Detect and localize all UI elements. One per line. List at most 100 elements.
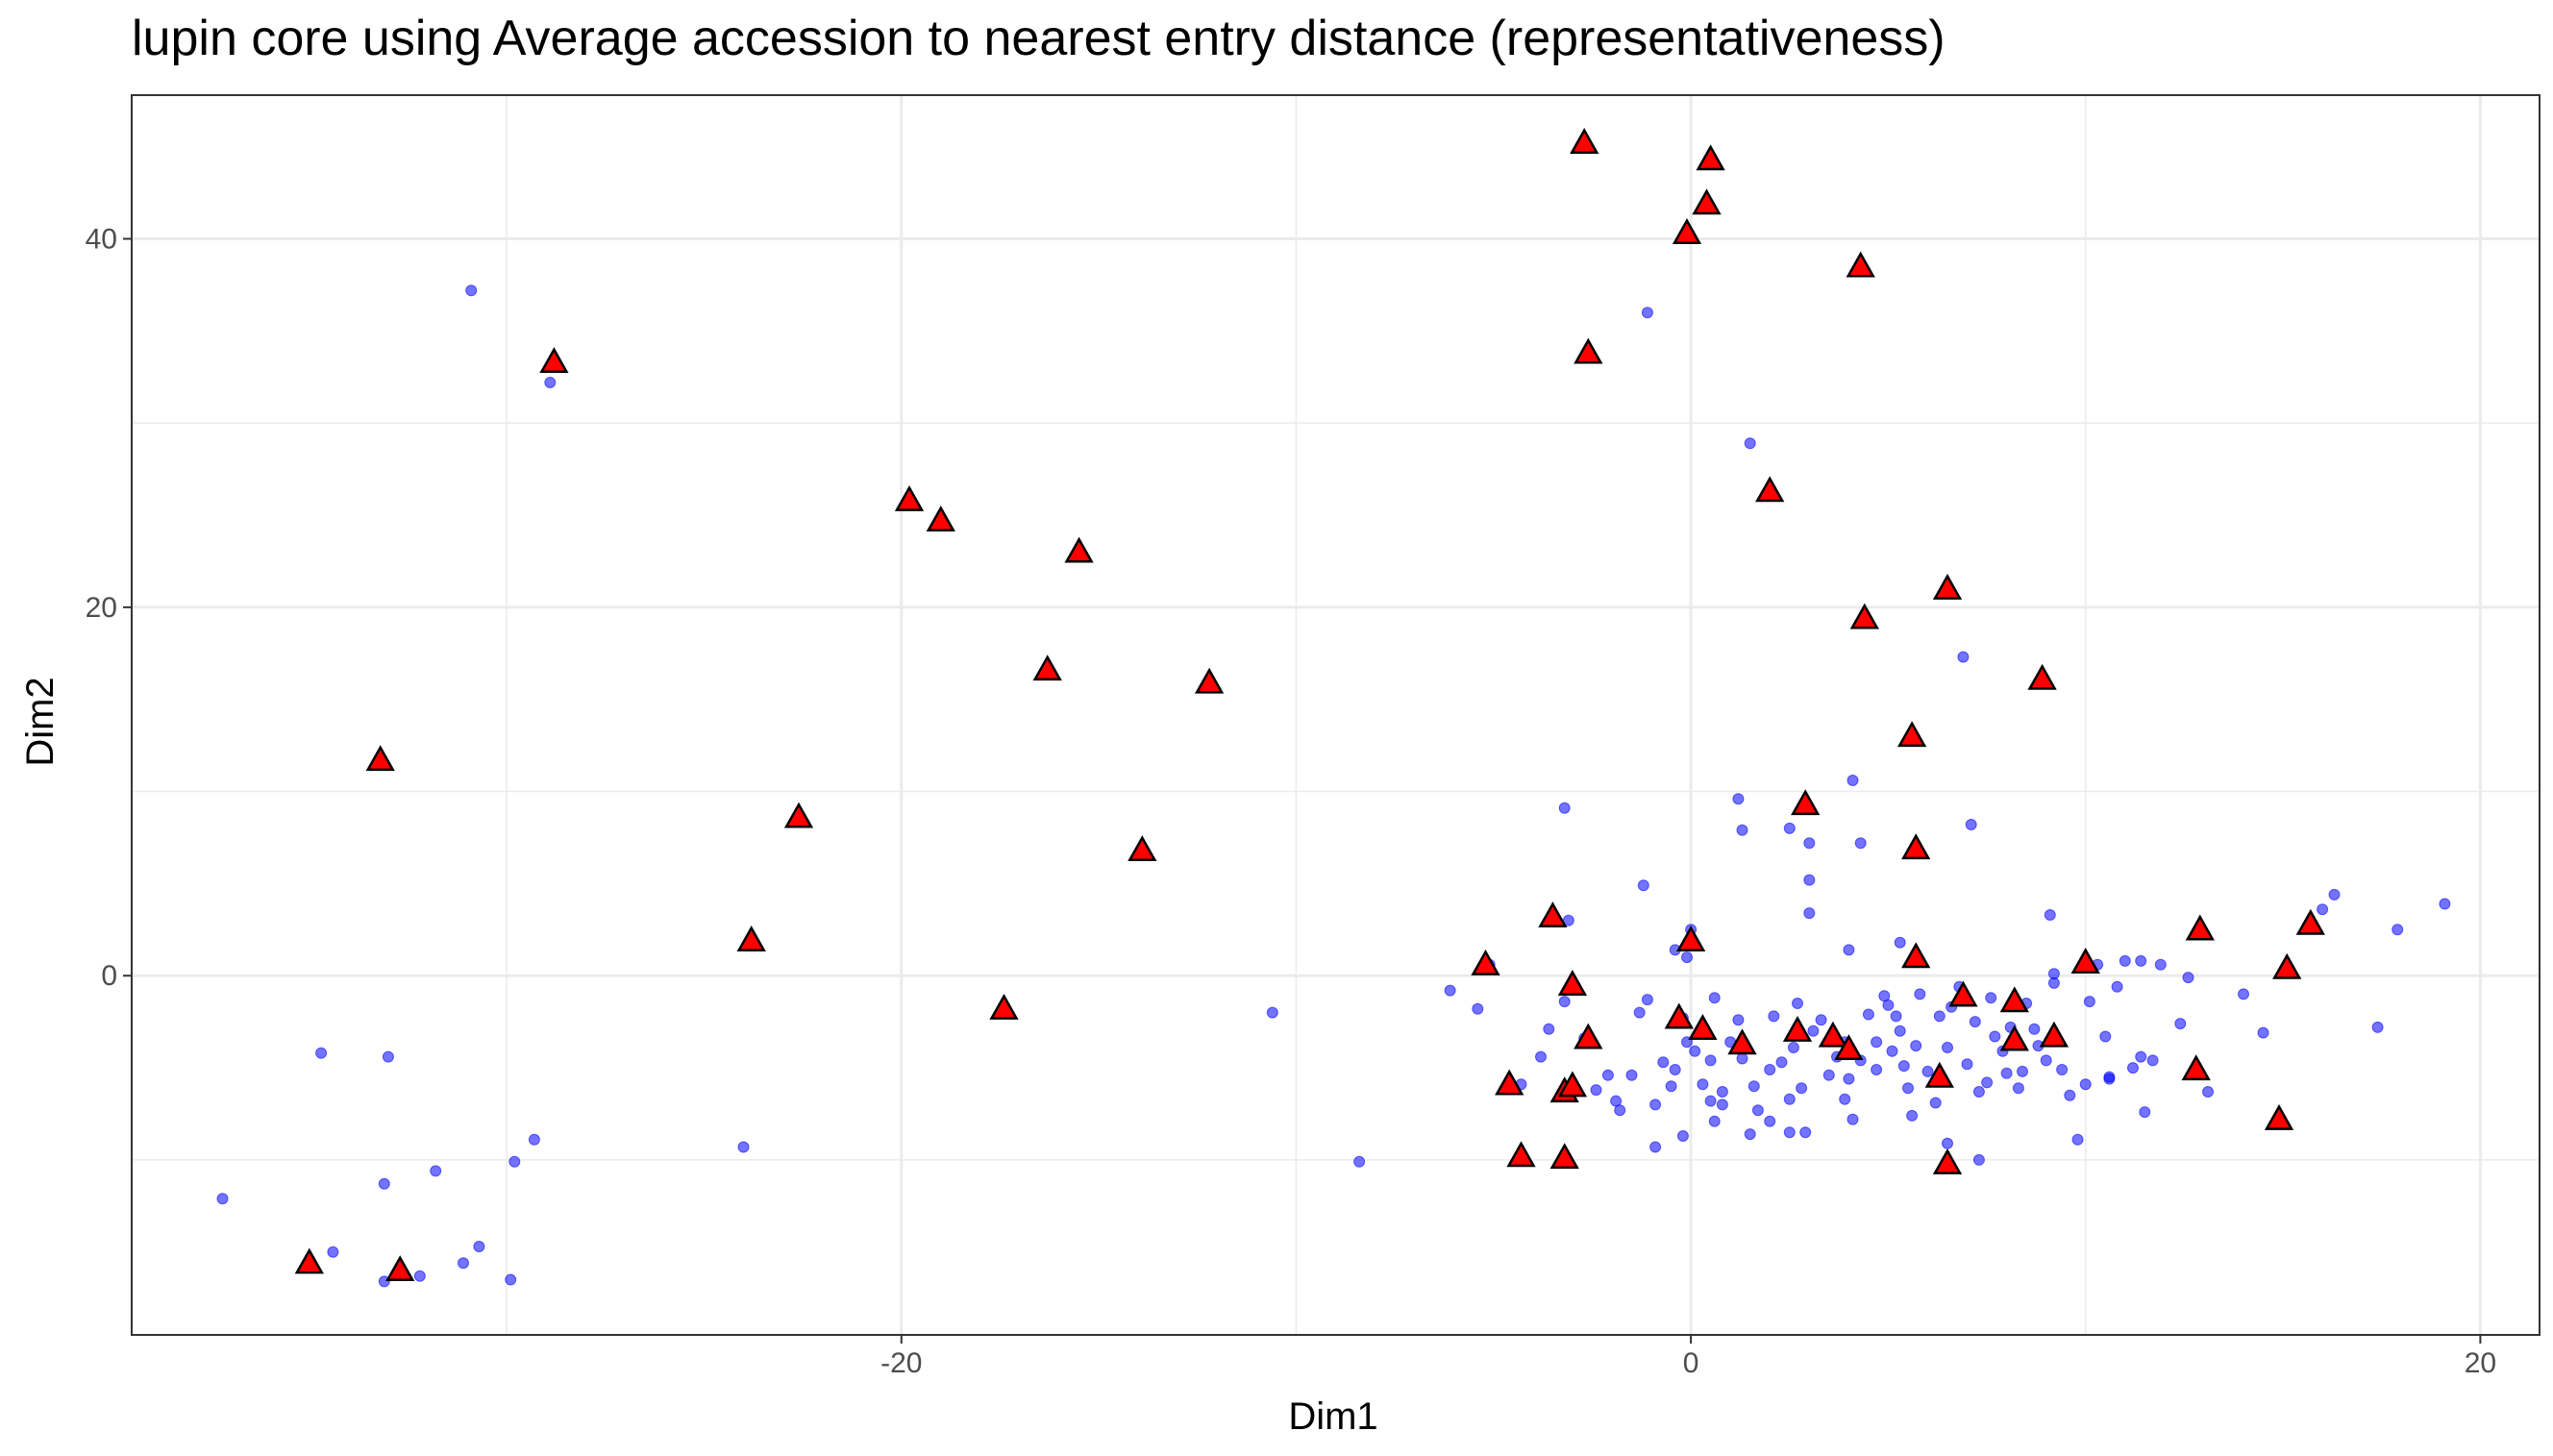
accession-point (2238, 988, 2249, 1000)
accession-point (1961, 1058, 1973, 1071)
y-axis-title: Dim2 (19, 677, 62, 766)
accession-point (1764, 1115, 1776, 1127)
accession-point (2439, 898, 2451, 910)
core-entry-point (1574, 1023, 1603, 1049)
accession-point (2099, 1030, 2112, 1043)
accession-point (1689, 1045, 1701, 1057)
accession-point (2135, 954, 2147, 967)
accession-point (1665, 1080, 1677, 1093)
accession-point (2135, 1050, 2147, 1063)
core-entry-point (1791, 789, 1821, 816)
accession-point (1822, 1069, 1835, 1081)
core-entry-point (2181, 1054, 2211, 1081)
accession-point (1708, 1115, 1721, 1127)
accession-point (2392, 924, 2404, 936)
accession-point (1732, 793, 1745, 805)
accession-point (1803, 874, 1816, 886)
core-entry-point (1064, 536, 1094, 563)
accession-point (1894, 1024, 1906, 1037)
core-entry-point (1896, 721, 1927, 748)
core-entry-point (1688, 1014, 1718, 1040)
core-entry-point (1999, 986, 2029, 1013)
accession-point (1815, 1014, 1827, 1026)
accession-point (2202, 1086, 2214, 1098)
accession-point (2083, 996, 2095, 1008)
accession-point (2127, 1062, 2139, 1074)
accession-point (1736, 1052, 1748, 1065)
core-entry-point (365, 745, 395, 772)
core-entry-point (1849, 603, 1879, 629)
accession-point (1799, 1126, 1812, 1139)
core-entry-point (1471, 949, 1500, 975)
accession-point (1764, 1064, 1776, 1075)
accession-point (2174, 1018, 2187, 1030)
core-entry-point (1901, 942, 1931, 969)
accession-point (1716, 1086, 1728, 1098)
core-entry-point (2039, 1021, 2070, 1048)
accession-point (1637, 879, 1649, 892)
core-entry-point (1755, 476, 1785, 503)
core-entry-point (1128, 835, 1157, 862)
core-entry-point (2185, 914, 2215, 941)
accession-point (1751, 1104, 1764, 1117)
accession-point (1649, 1141, 1662, 1153)
accession-point (2146, 1054, 2159, 1067)
accession-point (2317, 903, 2329, 916)
accession-point (1942, 1042, 1953, 1053)
accession-point (315, 1047, 328, 1059)
grid-lines (132, 95, 2540, 1335)
y-tick-label: 40 (86, 224, 117, 256)
accession-point (473, 1241, 485, 1252)
accession-point (2371, 1021, 2384, 1033)
accession-point (1839, 1093, 1851, 1105)
accession-point (2103, 1071, 2116, 1083)
accession-point (1633, 1006, 1646, 1019)
core-entry-point (1932, 1148, 1963, 1174)
accession-point (1989, 1030, 2001, 1043)
core-entry-point (926, 506, 955, 531)
accession-point (2079, 1078, 2092, 1091)
accession-point (2154, 958, 2167, 971)
accession-point (1902, 1082, 1914, 1095)
accession-point (1704, 1054, 1717, 1067)
accession-point (1747, 1080, 1760, 1093)
accession-point (1669, 1064, 1681, 1075)
core-entry-point (1692, 188, 1722, 215)
accession-point (1783, 1126, 1796, 1139)
accession-point (1871, 1064, 1883, 1075)
accession-point (1601, 1069, 1614, 1081)
core-entry-point (1834, 1034, 1864, 1061)
accession-point (1803, 837, 1816, 850)
core-entry-point (736, 925, 766, 951)
accession-point (1897, 1060, 1910, 1073)
accession-point (1590, 1084, 1602, 1097)
accession-point (1704, 1095, 1717, 1107)
y-tick-label: 20 (86, 592, 117, 624)
accession-point (1697, 1078, 1709, 1091)
accession-point (1843, 944, 1855, 956)
accession-point (1882, 999, 1895, 1011)
core-entry-point (1818, 1021, 1848, 1048)
accession-point (1796, 1082, 1808, 1095)
accession-point (1676, 1130, 1689, 1142)
core-entry-point (1506, 1141, 1536, 1168)
accession-point (1972, 1086, 1985, 1098)
accession-point (1641, 994, 1653, 1006)
core-entry-point (1032, 654, 1062, 681)
accession-point (1558, 996, 1571, 1008)
accession-point (1862, 1008, 1874, 1021)
accession-point (1969, 1016, 1981, 1028)
accession-point (382, 1050, 394, 1063)
accession-point (2017, 1065, 2028, 1077)
core-entry-point (1549, 1143, 1579, 1170)
accession-point (1894, 936, 1906, 949)
accession-point (2119, 954, 2131, 967)
accession-point (1803, 907, 1816, 920)
accession-point (505, 1273, 517, 1286)
accession-point (544, 377, 557, 388)
accession-point (1444, 984, 1456, 997)
accession-point (737, 1141, 750, 1153)
core-entry-point (1696, 144, 1725, 171)
accession-point (430, 1165, 442, 1177)
accession-point (1921, 1065, 1934, 1077)
